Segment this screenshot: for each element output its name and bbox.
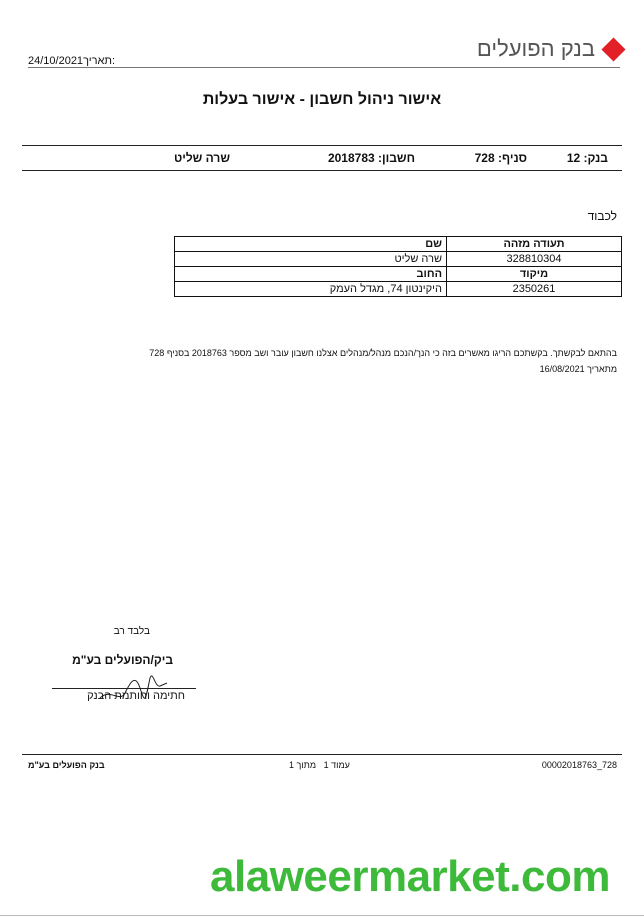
signature-bank-name: ביק/הפועלים בע"מ xyxy=(72,653,173,667)
footer-divider xyxy=(22,754,622,755)
text: 1 xyxy=(289,760,295,770)
text: 12 xyxy=(566,151,581,165)
table-row: 328810304 שרה שליט xyxy=(174,251,622,267)
document-date: 24/10/2021תאריך: xyxy=(28,55,115,67)
salutation: לכבוד xyxy=(587,209,617,223)
document-id: 00002018763_728 xyxy=(541,760,617,770)
header-divider xyxy=(28,67,620,68)
table-cell: 328810304 xyxy=(446,251,622,267)
table-cell: 2350261 xyxy=(446,281,622,297)
account-number: חשבון: 2018783 xyxy=(328,151,415,165)
text: עמוד xyxy=(331,760,350,770)
table-row: תעודה מזהה שם xyxy=(174,236,622,252)
table-row: מיקוד החוב xyxy=(174,266,622,282)
text: סניף: xyxy=(497,151,527,165)
diamond-logo-icon xyxy=(601,36,626,62)
date-label: תאריך: xyxy=(83,55,116,67)
page-bottom-edge xyxy=(0,915,644,916)
table-cell: תעודה מזהה xyxy=(446,236,622,252)
page-title: אישור ניהול חשבון - אישור בעלות xyxy=(202,91,442,108)
footer-bank-name: בנק הפועלים בע"מ xyxy=(28,760,105,770)
logo-text: בנק הפועלים xyxy=(476,36,595,61)
text: מתוך xyxy=(296,760,317,770)
account-row-top-line xyxy=(22,145,622,146)
watermark: alaweermarket.com xyxy=(210,852,610,901)
table-cell: מיקוד xyxy=(446,266,622,282)
text: בנק: xyxy=(583,151,608,165)
account-row-bottom-line xyxy=(22,170,622,171)
table-cell: שם xyxy=(174,236,447,252)
table-row: 2350261 היקינטון 74, מגדל העמק xyxy=(174,281,622,297)
table-cell: שרה שליט xyxy=(174,251,447,267)
text: 2018783 xyxy=(327,151,375,165)
table-cell: החוב xyxy=(174,266,447,282)
regards-text: בלבד רב xyxy=(113,626,150,637)
branch-number: סניף: 728 xyxy=(475,151,527,165)
text: 1 xyxy=(323,760,329,770)
table-cell: היקינטון 74, מגדל העמק xyxy=(174,281,447,297)
signature-caption: חתימה וחותמת הבנק xyxy=(87,690,185,702)
bank-number: בנק: 12 xyxy=(567,151,608,165)
signature-line xyxy=(52,688,196,689)
body-line-1: בהתאם לבקשתך. בקשתכם הריגו מאשרים בזה כי… xyxy=(149,348,617,358)
text: חשבון: xyxy=(378,151,415,165)
date-value: 24/10/2021 xyxy=(28,55,84,67)
body-line-2: מתאריך 16/08/2021 xyxy=(539,364,617,374)
text: 728 xyxy=(474,151,495,165)
bank-logo: בנק הפועלים xyxy=(476,36,626,62)
page-indicator: עמוד 1 מתוך 1 xyxy=(289,760,350,770)
account-owner: שרה שליט xyxy=(173,151,230,165)
details-table: תעודה מזהה שם 328810304 שרה שליט מיקוד החוב… xyxy=(174,236,622,297)
